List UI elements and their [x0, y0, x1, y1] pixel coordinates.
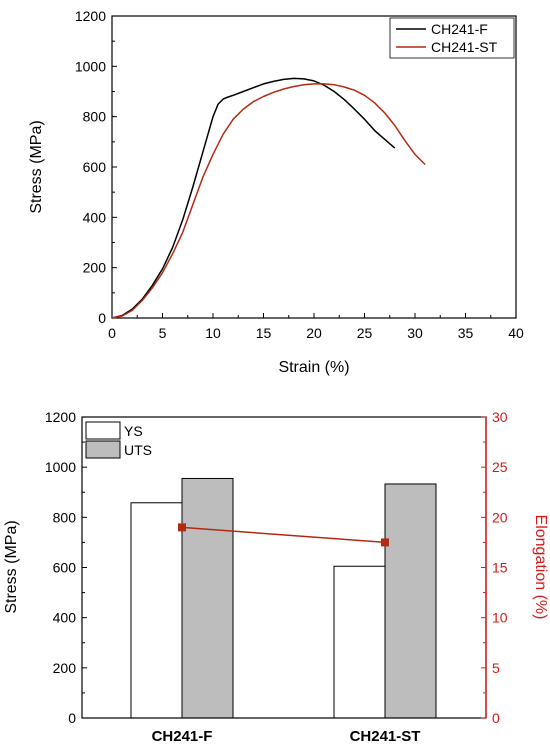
bars: [130, 477, 437, 719]
y2-tick-label: 5: [492, 660, 500, 676]
y-tick-label: 600: [53, 560, 77, 576]
y-axis-ticks: 0 200 400 600 800 1000 1200: [75, 8, 117, 326]
x-tick-label: 0: [108, 325, 116, 341]
x-tick-label: 40: [508, 325, 524, 341]
x-tick-label: 20: [306, 325, 322, 341]
y2-axis-label: Elongation (%): [532, 515, 549, 620]
x-tick-label: 35: [458, 325, 474, 341]
category-label: CH241-F: [152, 728, 213, 745]
elongation-line: [178, 523, 389, 547]
y-tick-label: 200: [53, 660, 77, 676]
y-axis-label: Stress (MPa): [3, 520, 20, 613]
stress-strain-chart: 0 5 10 15 20 25 30 35 40 0 200 400 600 800 1000 1200 S…: [28, 8, 524, 376]
x-tick-label: 30: [407, 325, 423, 341]
x-tick-label: 10: [205, 325, 221, 341]
bar-ys-ch241-f: [130, 502, 183, 719]
elongation-point: [178, 523, 186, 532]
bar-ys-ch241-st: [333, 565, 386, 719]
y2-axis-ticks: 0 5 10 15 20 25 30: [481, 409, 508, 726]
x-axis-ticks: 0 5 10 15 20 25 30 35 40: [108, 313, 524, 341]
category-labels: CH241-F CH241-ST: [152, 713, 421, 745]
y2-tick-label: 30: [492, 409, 508, 425]
elongation-point: [381, 538, 389, 547]
bar-uts-ch241-st: [384, 483, 437, 719]
bar-uts-ch241-f: [181, 477, 234, 719]
y-tick-label: 400: [53, 610, 77, 626]
y2-tick-label: 15: [492, 560, 508, 576]
legend: CH241-F CH241-ST: [389, 17, 515, 59]
legend-label-ch241-st: CH241-ST: [431, 39, 498, 55]
y2-tick-label: 20: [492, 509, 508, 525]
x-tick-label: 25: [357, 325, 373, 341]
y2-tick-label: 10: [492, 610, 508, 626]
legend-label-ch241-f: CH241-F: [431, 21, 488, 37]
y-tick-label: 1000: [75, 58, 106, 74]
legend-swatch-uts: [85, 440, 121, 459]
series-line-ch241-st: [111, 83, 426, 319]
y-tick-label: 600: [83, 159, 107, 175]
y2-tick-label: 25: [492, 459, 508, 475]
x-tick-label: 15: [256, 325, 272, 341]
y-axis-label: Stress (MPa): [28, 120, 45, 213]
legend-swatch-ys: [85, 421, 121, 440]
series-line-ch241-f: [111, 77, 396, 319]
legend-box: [389, 17, 515, 59]
y-tick-label: 0: [68, 710, 76, 726]
category-label: CH241-ST: [350, 728, 421, 745]
series-lines: [111, 77, 426, 319]
y-tick-label: 0: [98, 310, 106, 326]
x-tick-label: 5: [159, 325, 167, 341]
legend: YS UTS: [85, 421, 152, 459]
plot-frame: [111, 15, 517, 319]
y-tick-label: 200: [83, 260, 107, 276]
y-axis-ticks: 0 200 400 600 800 1000 1200: [45, 409, 87, 726]
legend-label-uts: UTS: [124, 442, 152, 458]
strength-elongation-chart: 0 200 400 600 800 1000 1200 0 5 10 15 20 25 30 CH241…: [3, 409, 549, 745]
elongation-polyline: [181, 526, 386, 544]
y-tick-label: 800: [53, 509, 77, 525]
y-tick-label: 1200: [45, 409, 76, 425]
y-tick-label: 1000: [45, 459, 76, 475]
y-tick-label: 400: [83, 209, 107, 225]
y-tick-label: 800: [83, 109, 107, 125]
y2-tick-label: 0: [492, 710, 500, 726]
x-axis-label: Strain (%): [278, 359, 349, 376]
legend-label-ys: YS: [124, 423, 143, 439]
y-tick-label: 1200: [75, 8, 106, 24]
